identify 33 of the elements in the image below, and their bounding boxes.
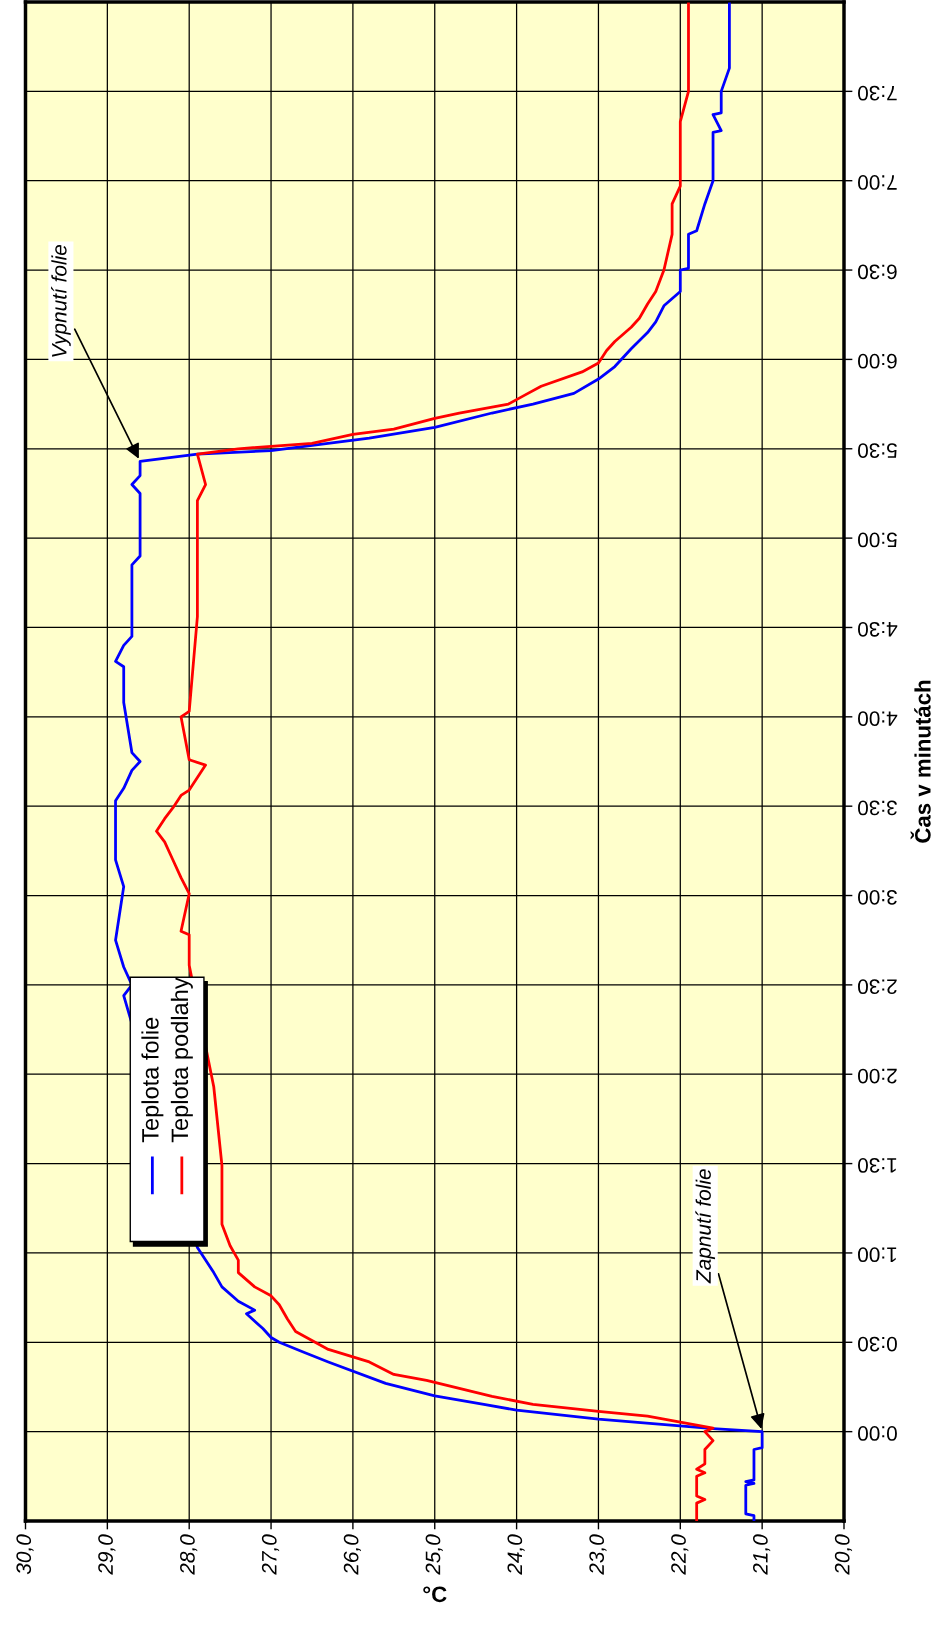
- annotation: Zapnutí folie: [695, 1169, 716, 1284]
- x-tick-label: 29,0: [98, 1534, 116, 1575]
- x-tick-label: 26,0: [343, 1534, 361, 1575]
- annotation: Vypnutí folie: [51, 244, 71, 357]
- x-tick-label: 27,0: [261, 1534, 280, 1575]
- y-axis-title: Čas v minutách: [910, 680, 931, 843]
- y-tick-label: 2:00: [858, 1068, 897, 1084]
- x-tick-label: 21,0: [752, 1534, 771, 1575]
- y-tick-label: 2:30: [858, 979, 897, 995]
- y-tick-label: 3:00: [858, 889, 897, 905]
- x-tick-label: 24,0: [507, 1534, 525, 1575]
- y-tick-label: 6:00: [858, 353, 897, 369]
- y-tick-label: 6:30: [858, 264, 897, 280]
- y-tick-label: 4:30: [858, 621, 898, 637]
- x-tick-label: 30,0: [16, 1534, 34, 1575]
- y-tick-label: 5:30: [858, 443, 897, 458]
- text: Teplota folie: [141, 1017, 164, 1143]
- y-tick-label: 5:00: [858, 532, 897, 548]
- y-tick-label: 7:30: [858, 85, 897, 101]
- text: Teplota podlahy: [170, 977, 193, 1143]
- y-tick-label: 7:00: [858, 175, 897, 190]
- y-tick-label: 3:30: [858, 800, 897, 816]
- y-tick-label: 0:00: [858, 1426, 897, 1441]
- x-tick-label: 25,0: [425, 1534, 443, 1575]
- y-tick-label: 1:30: [858, 1158, 897, 1173]
- x-tick-label: 20,0: [834, 1534, 853, 1575]
- y-tick-label: 1:00: [858, 1247, 897, 1263]
- x-tick-label: 28,0: [180, 1534, 198, 1575]
- y-tick-label: 4:00: [858, 711, 898, 726]
- y-tick-label: 0:30: [858, 1336, 897, 1352]
- x-tick-label: 22,0: [671, 1534, 689, 1575]
- x-tick-label: 23,0: [589, 1534, 607, 1575]
- x-axis-title: °C: [423, 1586, 447, 1603]
